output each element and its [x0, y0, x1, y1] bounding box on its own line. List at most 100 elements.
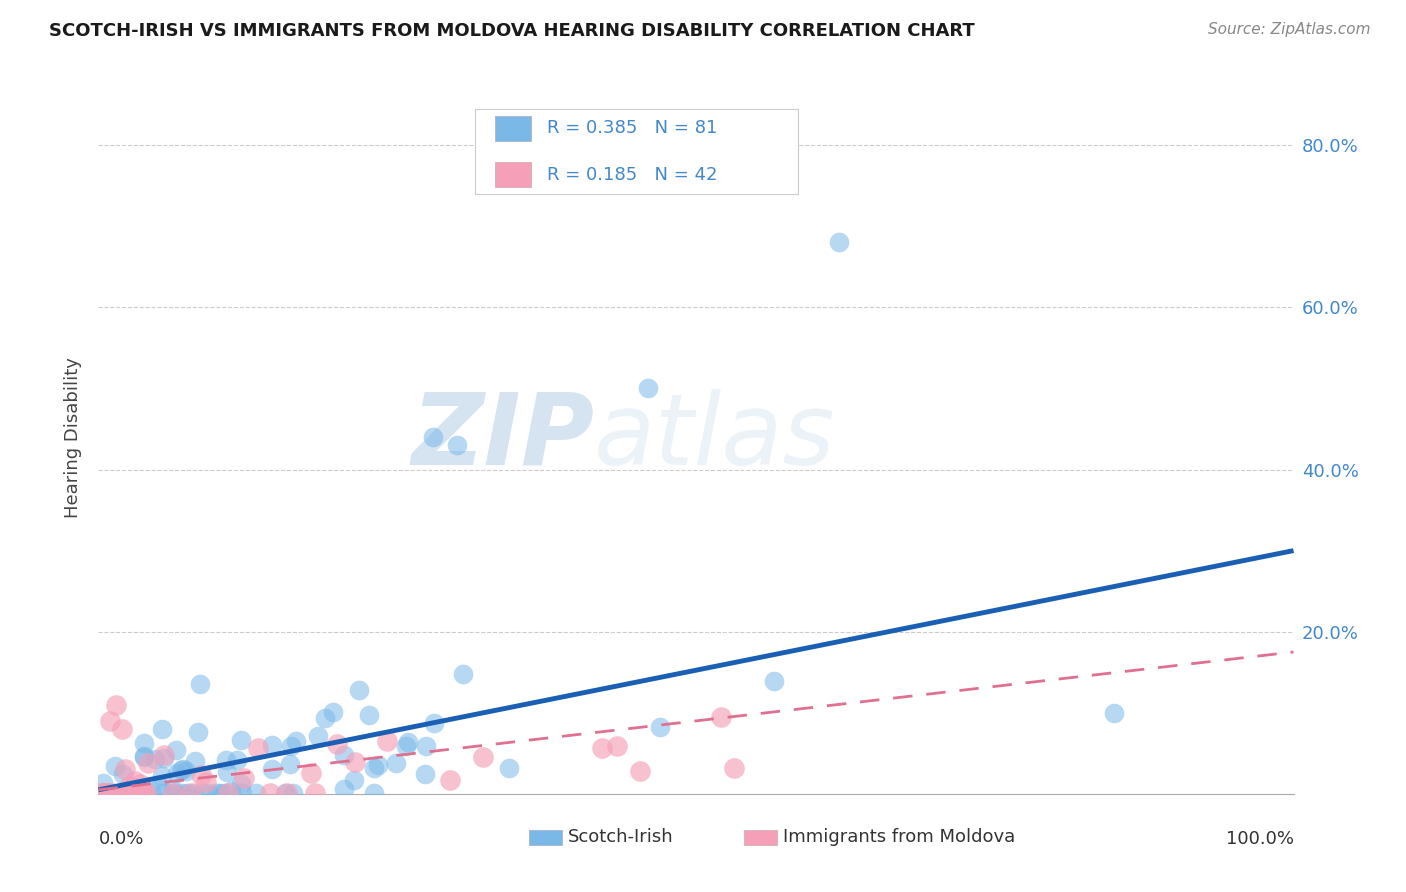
Text: Scotch-Irish: Scotch-Irish: [568, 829, 673, 847]
Text: SCOTCH-IRISH VS IMMIGRANTS FROM MOLDOVA HEARING DISABILITY CORRELATION CHART: SCOTCH-IRISH VS IMMIGRANTS FROM MOLDOVA …: [49, 22, 974, 40]
Point: [98, 714, 122, 728]
Point: [333, 747, 356, 762]
Point: [349, 683, 371, 698]
Text: 100.0%: 100.0%: [1226, 830, 1294, 847]
Point: [363, 761, 385, 775]
FancyBboxPatch shape: [529, 830, 562, 846]
Text: Immigrants from Moldova: Immigrants from Moldova: [783, 829, 1015, 847]
Point: [828, 235, 851, 250]
Point: [648, 720, 671, 734]
Point: [606, 739, 628, 753]
Text: 0.0%: 0.0%: [98, 830, 143, 847]
Y-axis label: Hearing Disability: Hearing Disability: [65, 357, 83, 517]
Point: [1104, 706, 1126, 720]
Point: [245, 786, 267, 800]
Point: [314, 710, 336, 724]
Point: [225, 753, 247, 767]
Point: [93, 786, 115, 800]
Point: [422, 430, 444, 444]
FancyBboxPatch shape: [495, 162, 531, 187]
Point: [101, 786, 124, 800]
Point: [322, 706, 344, 720]
Point: [637, 381, 659, 395]
Point: [94, 786, 117, 800]
Point: [105, 698, 128, 712]
Point: [498, 761, 520, 775]
Point: [111, 766, 134, 780]
Point: [332, 781, 354, 796]
Point: [763, 673, 786, 688]
Point: [723, 761, 745, 775]
Point: [134, 750, 156, 764]
Point: [112, 786, 135, 800]
Point: [176, 786, 198, 800]
Point: [97, 786, 120, 800]
Point: [153, 747, 176, 762]
Point: [111, 786, 134, 800]
Point: [114, 762, 136, 776]
Point: [198, 786, 221, 800]
Point: [131, 786, 153, 800]
Point: [343, 772, 366, 787]
Point: [326, 737, 349, 751]
Point: [165, 743, 187, 757]
Point: [278, 756, 301, 771]
Point: [259, 786, 281, 800]
Point: [194, 775, 217, 789]
Point: [363, 786, 385, 800]
Point: [229, 733, 252, 747]
Point: [120, 786, 142, 800]
Point: [153, 751, 176, 765]
Text: ZIP: ZIP: [412, 389, 595, 485]
Point: [188, 677, 211, 691]
Point: [190, 768, 212, 782]
Point: [233, 772, 256, 786]
Point: [149, 780, 172, 794]
Point: [163, 786, 186, 800]
FancyBboxPatch shape: [495, 116, 531, 141]
Point: [283, 786, 305, 800]
Point: [415, 739, 437, 753]
Point: [215, 753, 238, 767]
Point: [367, 758, 389, 772]
Point: [280, 739, 302, 753]
Point: [231, 786, 253, 800]
Point: [139, 783, 162, 797]
Point: [124, 774, 146, 789]
Point: [395, 739, 418, 753]
Point: [135, 786, 157, 800]
Point: [93, 786, 115, 800]
Point: [709, 709, 731, 723]
Point: [170, 786, 193, 800]
Point: [98, 786, 121, 800]
Point: [628, 764, 651, 778]
Point: [93, 786, 115, 800]
Point: [415, 767, 437, 781]
Point: [247, 741, 270, 756]
Text: Source: ZipAtlas.com: Source: ZipAtlas.com: [1208, 22, 1371, 37]
Point: [209, 786, 232, 800]
Point: [299, 766, 322, 780]
Point: [87, 786, 110, 800]
Point: [150, 769, 173, 783]
Point: [169, 763, 191, 777]
Point: [307, 729, 329, 743]
Text: atlas: atlas: [595, 389, 837, 485]
Point: [423, 716, 446, 731]
Point: [285, 734, 308, 748]
Point: [183, 786, 205, 800]
Point: [274, 786, 297, 800]
Point: [93, 786, 115, 800]
Point: [180, 786, 202, 800]
Point: [97, 786, 120, 800]
Point: [262, 762, 284, 776]
Point: [91, 776, 114, 790]
Point: [129, 777, 152, 791]
Text: R = 0.185   N = 42: R = 0.185 N = 42: [547, 166, 717, 184]
Point: [136, 756, 159, 770]
Point: [260, 738, 283, 752]
Point: [446, 438, 468, 452]
Point: [108, 786, 131, 800]
Point: [93, 786, 115, 800]
Point: [162, 786, 184, 800]
